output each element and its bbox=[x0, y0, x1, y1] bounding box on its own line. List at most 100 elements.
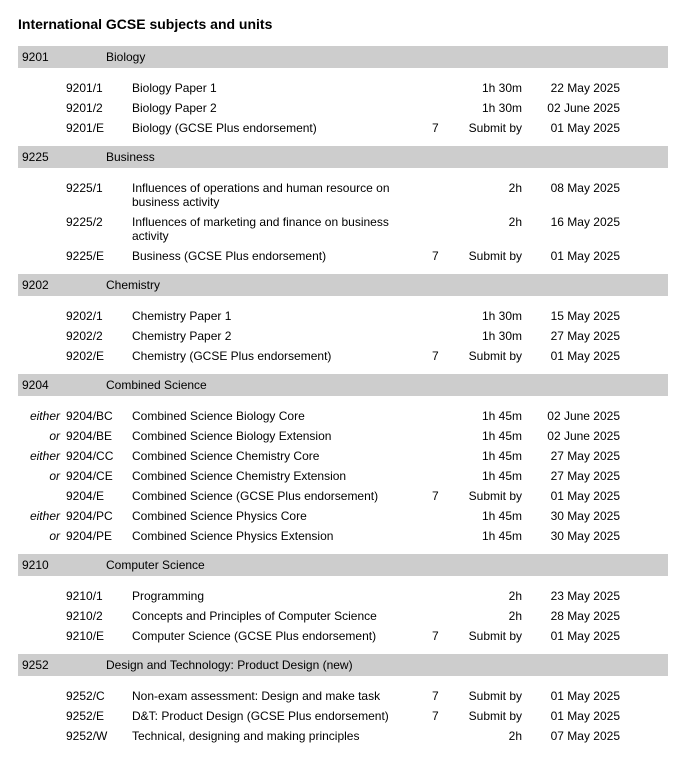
unit-date: 23 May 2025 bbox=[528, 589, 624, 603]
unit-name: Technical, designing and making principl… bbox=[132, 729, 432, 743]
units-block: either9204/BCCombined Science Biology Co… bbox=[18, 396, 668, 552]
unit-date: 27 May 2025 bbox=[528, 469, 624, 483]
subject-name: Chemistry bbox=[106, 278, 668, 292]
unit-name: Non-exam assessment: Design and make tas… bbox=[132, 689, 432, 703]
unit-code: 9210/1 bbox=[66, 589, 132, 603]
unit-code: 9204/BC bbox=[66, 409, 132, 423]
units-block: 9225/1Influences of operations and human… bbox=[18, 168, 668, 272]
unit-name: Combined Science Physics Core bbox=[132, 509, 432, 523]
unit-duration: 1h 30m bbox=[456, 81, 528, 95]
unit-note: 7 bbox=[432, 689, 456, 703]
unit-name: Chemistry Paper 2 bbox=[132, 329, 432, 343]
unit-code: 9201/1 bbox=[66, 81, 132, 95]
unit-duration: 1h 45m bbox=[456, 509, 528, 523]
unit-date: 16 May 2025 bbox=[528, 215, 624, 229]
unit-duration: Submit by bbox=[456, 349, 528, 363]
units-block: 9210/1Programming2h23 May 20259210/2Conc… bbox=[18, 576, 668, 652]
unit-name: Computer Science (GCSE Plus endorsement) bbox=[132, 629, 432, 643]
unit-duration: 1h 45m bbox=[456, 469, 528, 483]
subject-name: Combined Science bbox=[106, 378, 668, 392]
unit-code: 9201/2 bbox=[66, 101, 132, 115]
unit-row: either9204/CCCombined Science Chemistry … bbox=[18, 446, 668, 466]
unit-name: Combined Science Biology Extension bbox=[132, 429, 432, 443]
unit-code: 9252/W bbox=[66, 729, 132, 743]
unit-duration: 1h 45m bbox=[456, 449, 528, 463]
unit-name: Combined Science Physics Extension bbox=[132, 529, 432, 543]
unit-duration: 1h 45m bbox=[456, 409, 528, 423]
unit-note: 7 bbox=[432, 249, 456, 263]
unit-code: 9252/E bbox=[66, 709, 132, 723]
unit-date: 01 May 2025 bbox=[528, 689, 624, 703]
units-block: 9202/1Chemistry Paper 11h 30m15 May 2025… bbox=[18, 296, 668, 372]
unit-row: either9204/BCCombined Science Biology Co… bbox=[18, 406, 668, 426]
unit-code: 9204/CC bbox=[66, 449, 132, 463]
unit-name: Business (GCSE Plus endorsement) bbox=[132, 249, 432, 263]
unit-note: 7 bbox=[432, 629, 456, 643]
unit-name: Combined Science Biology Core bbox=[132, 409, 432, 423]
unit-date: 02 June 2025 bbox=[528, 429, 624, 443]
unit-duration: Submit by bbox=[456, 121, 528, 135]
unit-code: 9204/PE bbox=[66, 529, 132, 543]
unit-name: Influences of marketing and finance on b… bbox=[132, 215, 432, 243]
unit-duration: Submit by bbox=[456, 689, 528, 703]
subject-code: 9201 bbox=[18, 50, 106, 64]
unit-duration: 2h bbox=[456, 215, 528, 229]
unit-duration: 1h 45m bbox=[456, 429, 528, 443]
unit-prefix: or bbox=[18, 529, 66, 543]
unit-name: Chemistry Paper 1 bbox=[132, 309, 432, 323]
unit-name: Biology Paper 2 bbox=[132, 101, 432, 115]
unit-row: 9210/1Programming2h23 May 2025 bbox=[18, 586, 668, 606]
unit-note: 7 bbox=[432, 489, 456, 503]
unit-date: 27 May 2025 bbox=[528, 329, 624, 343]
unit-date: 01 May 2025 bbox=[528, 489, 624, 503]
unit-row: 9202/2Chemistry Paper 2 1h 30m27 May 2025 bbox=[18, 326, 668, 346]
unit-date: 27 May 2025 bbox=[528, 449, 624, 463]
unit-row: either9204/PCCombined Science Physics Co… bbox=[18, 506, 668, 526]
unit-date: 02 June 2025 bbox=[528, 101, 624, 115]
unit-duration: 2h bbox=[456, 729, 528, 743]
unit-name: Influences of operations and human resou… bbox=[132, 181, 432, 209]
unit-duration: 1h 30m bbox=[456, 101, 528, 115]
unit-row: or9204/CECombined Science Chemistry Exte… bbox=[18, 466, 668, 486]
unit-prefix: or bbox=[18, 469, 66, 483]
subject-code: 9204 bbox=[18, 378, 106, 392]
unit-code: 9210/2 bbox=[66, 609, 132, 623]
unit-code: 9204/CE bbox=[66, 469, 132, 483]
unit-code: 9204/E bbox=[66, 489, 132, 503]
unit-date: 22 May 2025 bbox=[528, 81, 624, 95]
unit-name: Combined Science Chemistry Core bbox=[132, 449, 432, 463]
units-block: 9252/CNon-exam assessment: Design and ma… bbox=[18, 676, 668, 752]
unit-code: 9202/1 bbox=[66, 309, 132, 323]
unit-row: 9201/2Biology Paper 2 1h 30m02 June 2025 bbox=[18, 98, 668, 118]
unit-code: 9201/E bbox=[66, 121, 132, 135]
unit-note: 7 bbox=[432, 709, 456, 723]
unit-code: 9202/E bbox=[66, 349, 132, 363]
unit-date: 01 May 2025 bbox=[528, 249, 624, 263]
unit-name: Combined Science Chemistry Extension bbox=[132, 469, 432, 483]
unit-row: 9201/EBiology (GCSE Plus endorsement)7Su… bbox=[18, 118, 668, 138]
unit-row: or9204/BECombined Science Biology Extens… bbox=[18, 426, 668, 446]
unit-row: 9210/2Concepts and Principles of Compute… bbox=[18, 606, 668, 626]
unit-row: 9202/1Chemistry Paper 11h 30m15 May 2025 bbox=[18, 306, 668, 326]
subject-name: Biology bbox=[106, 50, 668, 64]
unit-row: 9252/WTechnical, designing and making pr… bbox=[18, 726, 668, 746]
unit-row: 9225/2Influences of marketing and financ… bbox=[18, 212, 668, 246]
unit-date: 01 May 2025 bbox=[528, 121, 624, 135]
unit-duration: Submit by bbox=[456, 489, 528, 503]
unit-row: 9202/EChemistry (GCSE Plus endorsement)7… bbox=[18, 346, 668, 366]
unit-date: 30 May 2025 bbox=[528, 529, 624, 543]
unit-row: 9225/1Influences of operations and human… bbox=[18, 178, 668, 212]
unit-code: 9210/E bbox=[66, 629, 132, 643]
unit-code: 9204/BE bbox=[66, 429, 132, 443]
unit-duration: Submit by bbox=[456, 629, 528, 643]
unit-code: 9202/2 bbox=[66, 329, 132, 343]
unit-row: or9204/PECombined Science Physics Extens… bbox=[18, 526, 668, 546]
subject-code: 9202 bbox=[18, 278, 106, 292]
unit-row: 9204/ECombined Science (GCSE Plus endors… bbox=[18, 486, 668, 506]
unit-duration: 1h 30m bbox=[456, 309, 528, 323]
unit-name: Chemistry (GCSE Plus endorsement) bbox=[132, 349, 432, 363]
unit-duration: 1h 30m bbox=[456, 329, 528, 343]
unit-row: 9252/ED&T: Product Design (GCSE Plus end… bbox=[18, 706, 668, 726]
subject-code: 9225 bbox=[18, 150, 106, 164]
unit-name: Biology (GCSE Plus endorsement) bbox=[132, 121, 432, 135]
